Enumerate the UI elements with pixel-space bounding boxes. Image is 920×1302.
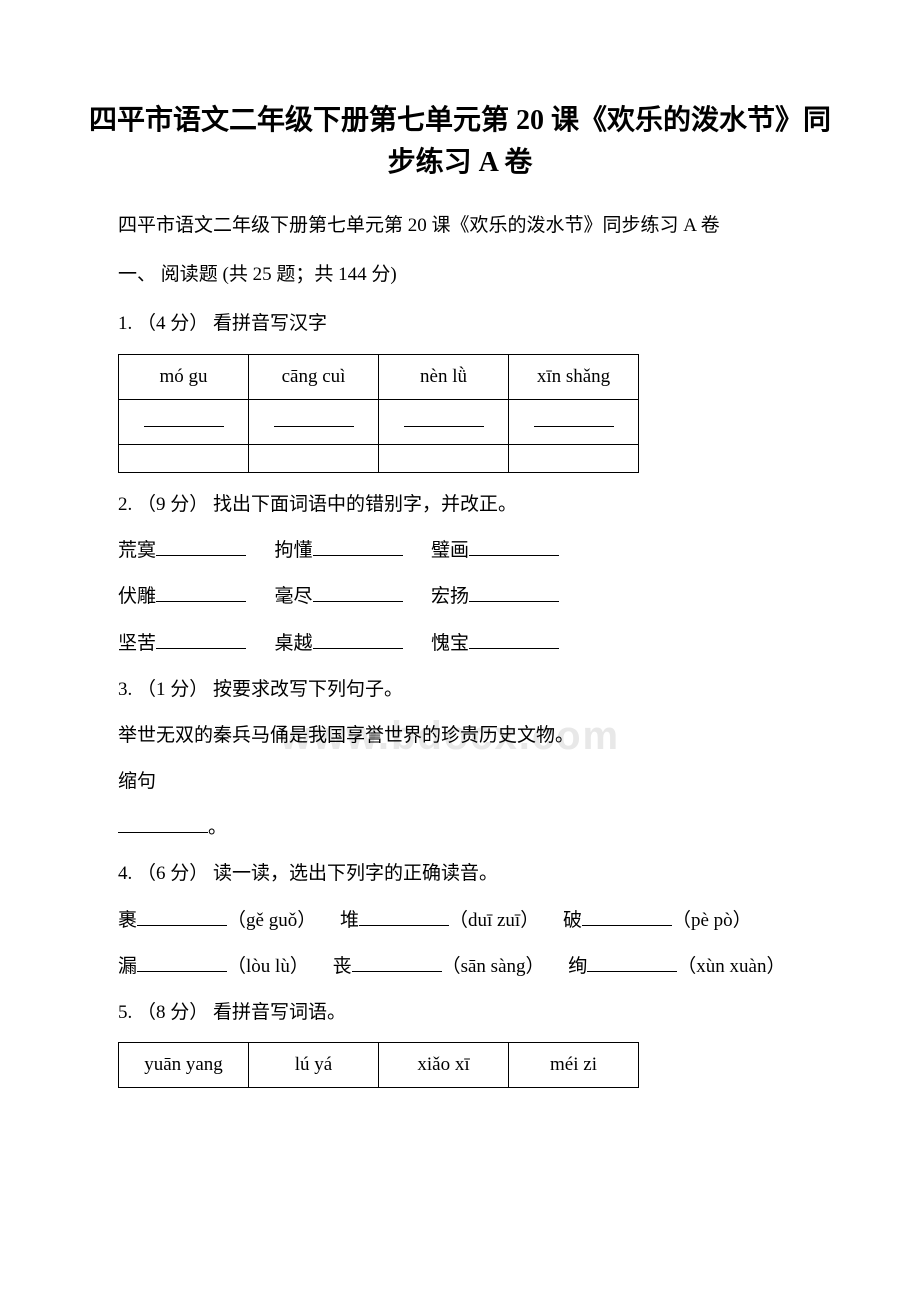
q1-blank[interactable] <box>509 444 639 472</box>
answer-blank[interactable] <box>582 907 672 926</box>
answer-blank[interactable] <box>137 953 227 972</box>
q3-answer: 。 <box>80 811 840 845</box>
q1-cell: xīn shǎng <box>509 354 639 399</box>
q2-row3: 坚苦 桌越 愧宝 <box>80 627 840 661</box>
answer-blank[interactable] <box>156 537 246 556</box>
answer-blank[interactable] <box>352 953 442 972</box>
document-title: 四平市语文二年级下册第七单元第 20 课《欢乐的泼水节》同步练习 A 卷 <box>80 100 840 184</box>
q1-cell: nèn lǜ <box>379 354 509 399</box>
answer-blank[interactable] <box>118 814 208 833</box>
q1-blank[interactable] <box>249 399 379 444</box>
q5-cell: yuān yang <box>119 1043 249 1088</box>
q5-cell: lú yá <box>249 1043 379 1088</box>
answer-blank[interactable] <box>469 583 559 602</box>
subtitle: 四平市语文二年级下册第七单元第 20 课《欢乐的泼水节》同步练习 A 卷 <box>80 209 840 243</box>
q2-row1: 荒寞 拘懂 璧画 <box>80 534 840 568</box>
answer-blank[interactable] <box>469 537 559 556</box>
question-4-header: 4. （6 分） 读一读，选出下列字的正确读音。 <box>80 857 840 891</box>
question-1-header: 1. （4 分） 看拼音写汉字 <box>80 307 840 341</box>
question-5-header: 5. （8 分） 看拼音写词语。 <box>80 996 840 1030</box>
answer-blank[interactable] <box>587 953 677 972</box>
answer-blank[interactable] <box>156 630 246 649</box>
answer-blank[interactable] <box>156 583 246 602</box>
q1-blank[interactable] <box>249 444 379 472</box>
q1-cell: cāng cuì <box>249 354 379 399</box>
answer-blank[interactable] <box>313 537 403 556</box>
question-2-header: 2. （9 分） 找出下面词语中的错别字，并改正。 <box>80 488 840 522</box>
q1-blank[interactable] <box>379 444 509 472</box>
answer-blank[interactable] <box>313 630 403 649</box>
q2-row2: 伏雕 毫尽 宏扬 <box>80 580 840 614</box>
question-3-header: 3. （1 分） 按要求改写下列句子。 <box>80 673 840 707</box>
question-1-table: mó gu cāng cuì nèn lǜ xīn shǎng <box>118 354 639 473</box>
answer-blank[interactable] <box>359 907 449 926</box>
q1-blank[interactable] <box>119 399 249 444</box>
q1-blank[interactable] <box>379 399 509 444</box>
q4-row2: 漏（lòu lù） 丧（sān sàng） 绚（xùn xuàn） <box>80 950 840 984</box>
q1-blank[interactable] <box>509 399 639 444</box>
answer-blank[interactable] <box>137 907 227 926</box>
q1-blank[interactable] <box>119 444 249 472</box>
answer-blank[interactable] <box>469 630 559 649</box>
q5-cell: méi zi <box>509 1043 639 1088</box>
answer-blank[interactable] <box>313 583 403 602</box>
question-5-table: yuān yang lú yá xiǎo xī méi zi <box>118 1042 639 1088</box>
q1-cell: mó gu <box>119 354 249 399</box>
q5-cell: xiǎo xī <box>379 1043 509 1088</box>
q3-line1: 举世无双的秦兵马俑是我国享誉世界的珍贵历史文物。 <box>80 719 840 753</box>
q3-line2: 缩句 <box>80 765 840 799</box>
q4-row1: 裹（gě guǒ） 堆（duī zuī） 破（pè pò） <box>80 904 840 938</box>
section-header: 一、 阅读题 (共 25 题；共 144 分) <box>80 258 840 292</box>
